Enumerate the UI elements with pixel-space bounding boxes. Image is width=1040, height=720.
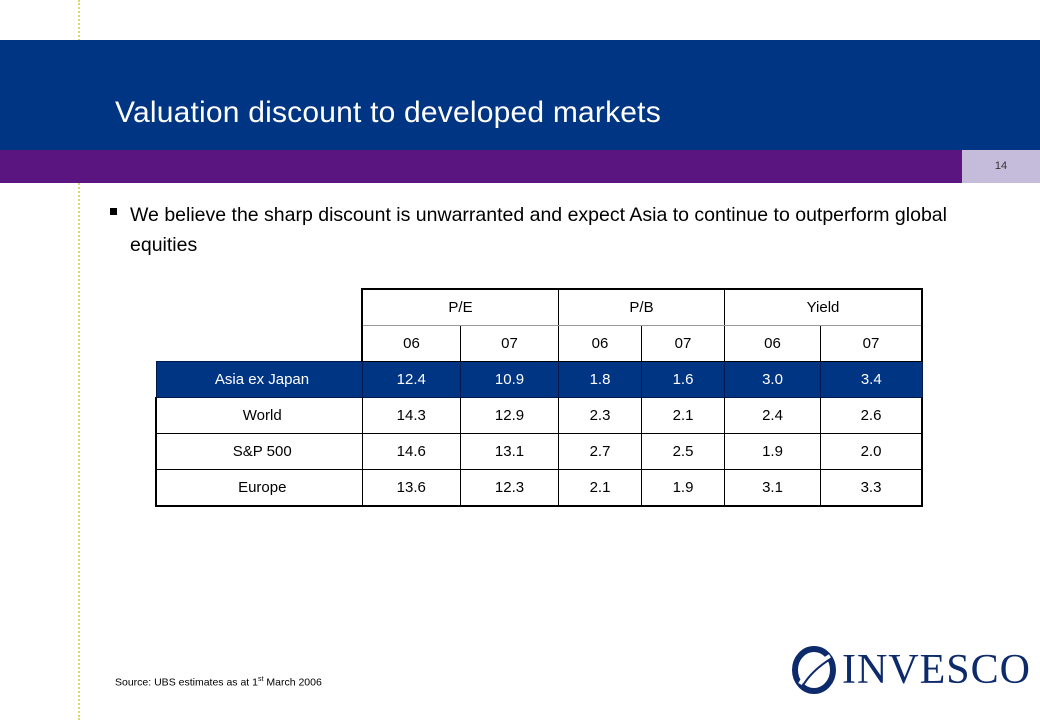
table-cell: 2.0 (820, 433, 923, 470)
table-cell: 12.3 (460, 469, 559, 507)
table-cell: 13.1 (460, 433, 559, 470)
table-cell: 2.7 (558, 433, 642, 470)
header-pb: P/B (558, 288, 725, 326)
logo-text: INVESCO (842, 647, 1032, 693)
slide-title: Valuation discount to developed markets (115, 96, 661, 129)
source-prefix: Source: UBS estimates as at 1 (115, 676, 258, 689)
invesco-logo: INVESCO (790, 640, 1030, 698)
year-header: 07 (460, 325, 559, 362)
table-cell: 3.0 (724, 361, 821, 398)
table-cell: 14.6 (361, 433, 461, 470)
table-cell: 1.8 (558, 361, 642, 398)
year-header: 06 (558, 325, 642, 362)
table-row-asia: Asia ex Japan 12.4 10.9 1.8 1.6 3.0 3.4 (155, 361, 923, 398)
row-label: World (155, 397, 363, 434)
title-bar (0, 40, 1040, 150)
bullet-text: We believe the sharp discount is unwarra… (130, 204, 947, 256)
table-cell: 1.6 (641, 361, 725, 398)
header-pe: P/E (361, 288, 559, 326)
year-header: 07 (820, 325, 923, 362)
row-label: S&P 500 (155, 433, 363, 470)
source-sup: st (257, 676, 264, 683)
table-cell: 3.3 (820, 469, 923, 507)
table-cell: 2.5 (641, 433, 725, 470)
valuation-table: P/E P/B Yield 06 07 06 07 06 07 Asia ex … (155, 288, 923, 507)
table-cell: 1.9 (641, 469, 725, 507)
source-suffix: March 2006 (263, 676, 322, 689)
year-header: 06 (724, 325, 821, 362)
dotted-guide-line (78, 0, 80, 720)
invesco-swirl-icon (792, 646, 836, 694)
table-cell: 3.4 (820, 361, 923, 398)
table-row-sp500: S&P 500 14.6 13.1 2.7 2.5 1.9 2.0 (155, 433, 923, 470)
year-header: 07 (641, 325, 725, 362)
table-cell: 3.1 (724, 469, 821, 507)
table-cell: 2.6 (820, 397, 923, 434)
year-header: 06 (361, 325, 461, 362)
table-row-world: World 14.3 12.9 2.3 2.1 2.4 2.6 (155, 397, 923, 434)
table-cell: 14.3 (361, 397, 461, 434)
table-cell: 2.1 (641, 397, 725, 434)
bullet-square-icon (110, 208, 117, 215)
table-cell: 2.3 (558, 397, 642, 434)
page-number: 14 (962, 150, 1040, 183)
row-label: Asia ex Japan (155, 361, 363, 398)
table-cell: 12.4 (361, 361, 461, 398)
table-cell: 10.9 (460, 361, 559, 398)
source-note: Source: UBS estimates as at 1st March 20… (115, 676, 322, 689)
table-cell: 1.9 (724, 433, 821, 470)
accent-band (0, 150, 962, 183)
row-label: Europe (155, 469, 363, 507)
table-cell: 2.1 (558, 469, 642, 507)
table-cell: 12.9 (460, 397, 559, 434)
table-row-europe: Europe 13.6 12.3 2.1 1.9 3.1 3.3 (155, 469, 923, 507)
table-cell: 2.4 (724, 397, 821, 434)
table-cell: 13.6 (361, 469, 461, 507)
header-yield: Yield (724, 288, 923, 326)
